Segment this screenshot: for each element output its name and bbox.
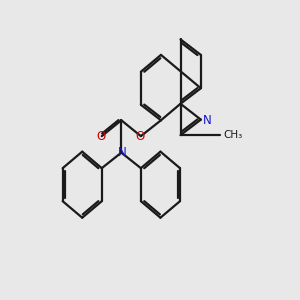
- Text: O: O: [97, 130, 106, 142]
- Text: N: N: [202, 114, 211, 127]
- Text: N: N: [118, 146, 126, 159]
- Text: CH₃: CH₃: [224, 130, 243, 140]
- Text: O: O: [136, 130, 145, 142]
